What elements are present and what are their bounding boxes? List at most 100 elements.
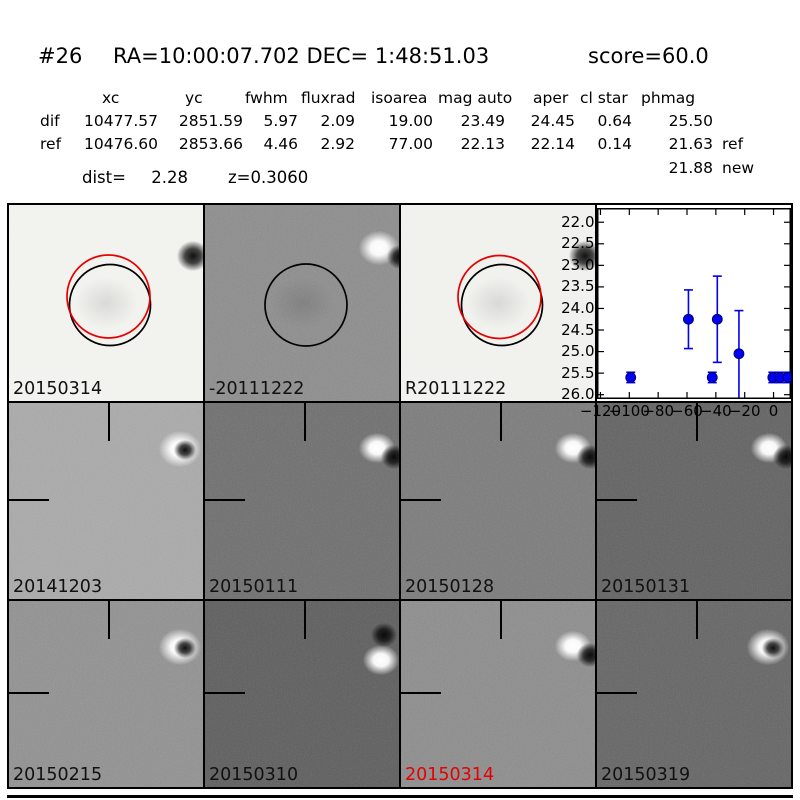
dist-value: 2.28 bbox=[151, 168, 188, 187]
data-point bbox=[782, 372, 791, 383]
ref-xc: 10476.60 bbox=[84, 135, 158, 153]
artifact-blob-dark-icon bbox=[577, 643, 595, 667]
marker-tick-vertical bbox=[107, 403, 110, 441]
dif-fluxrad: 2.09 bbox=[320, 112, 355, 130]
artifact-blob-dark-icon bbox=[569, 241, 595, 271]
aperture-circle-red bbox=[66, 254, 151, 339]
grid-bottom-border bbox=[7, 795, 793, 798]
ref-yc: 2853.66 bbox=[178, 135, 243, 153]
marker-tick-vertical bbox=[695, 403, 698, 441]
cutout-panel-ref-neg[interactable]: -20111222 bbox=[205, 205, 399, 401]
data-point bbox=[733, 348, 745, 360]
marker-tick-horizontal bbox=[597, 499, 637, 502]
score-value: score=60.0 bbox=[588, 44, 709, 68]
aperture-circles bbox=[66, 254, 152, 347]
ref-fluxrad: 2.92 bbox=[320, 135, 355, 153]
dif-magauto: 23.49 bbox=[460, 112, 505, 130]
dif-isoarea: 19.00 bbox=[388, 112, 433, 130]
noise-texture bbox=[401, 205, 595, 401]
cutout-date-label: 20150319 bbox=[601, 764, 691, 785]
coordinates: RA=10:00:07.702 DEC= 1:48:51.03 bbox=[113, 44, 490, 68]
col-header-yc: yc bbox=[185, 89, 203, 107]
ref-aper: 22.14 bbox=[530, 135, 575, 153]
candidate-id: #26 bbox=[38, 44, 83, 68]
cutout-grid: 20150314 -20111222 R20111222 20141203 bbox=[7, 203, 793, 789]
artifact-blob-dark-icon bbox=[371, 623, 397, 647]
cutout-panel-epoch[interactable]: 20150310 bbox=[205, 601, 399, 787]
marker-tick-vertical bbox=[695, 601, 698, 639]
artifact-blob-dark-icon bbox=[773, 445, 791, 469]
row-label-ref: ref bbox=[40, 135, 62, 153]
cutout-panel-new[interactable]: 20150314 bbox=[9, 205, 203, 401]
marker-tick-horizontal bbox=[205, 692, 245, 695]
dif-phmag: 25.50 bbox=[668, 112, 713, 130]
ref-clstar: 0.14 bbox=[597, 135, 632, 153]
col-header-xc: xc bbox=[102, 89, 120, 107]
artifact-blob-dark-icon bbox=[387, 245, 399, 269]
cutout-panel-epoch[interactable]: 20150128 bbox=[401, 403, 595, 599]
noise-texture bbox=[9, 205, 203, 401]
artifact-blob-dark-icon bbox=[577, 445, 595, 469]
cutout-date-label: 20150131 bbox=[601, 576, 691, 597]
cutout-date-label: R20111222 bbox=[405, 378, 507, 399]
lightcurve-canvas bbox=[597, 208, 791, 399]
marker-tick-horizontal bbox=[9, 692, 49, 695]
cutout-panel-ref[interactable]: R20111222 bbox=[401, 205, 595, 401]
lightcurve-plot bbox=[597, 205, 791, 401]
cutout-date-label: 20150111 bbox=[209, 576, 299, 597]
faint-source bbox=[270, 277, 334, 329]
data-point bbox=[683, 313, 694, 325]
col-header-isoarea: isoarea bbox=[371, 89, 428, 107]
cutout-date-label: 20150314 bbox=[13, 378, 103, 399]
col-header-phmag: phmag bbox=[641, 89, 696, 107]
new-phmag: 21.88 bbox=[668, 159, 713, 177]
aperture-circle-black bbox=[264, 263, 348, 347]
cutout-date-label: 20141203 bbox=[13, 576, 103, 597]
dif-aper: 24.45 bbox=[530, 112, 575, 130]
marker-tick-vertical bbox=[499, 601, 502, 639]
faint-source bbox=[74, 277, 138, 329]
cutout-panel-epoch[interactable]: 20150319 bbox=[597, 601, 791, 787]
artifact-blob-dark-icon bbox=[174, 638, 196, 658]
cutout-panel-epoch[interactable]: 20141203 bbox=[9, 403, 203, 599]
col-header-fluxrad: fluxrad bbox=[301, 89, 356, 107]
cutout-date-label: 20150310 bbox=[209, 764, 299, 785]
marker-tick-horizontal bbox=[401, 692, 441, 695]
marker-tick-horizontal bbox=[9, 499, 49, 502]
dif-fwhm: 5.97 bbox=[263, 112, 298, 130]
ref-fwhm: 4.46 bbox=[263, 135, 298, 153]
cutout-date-label: 20150128 bbox=[405, 576, 495, 597]
marker-tick-vertical bbox=[107, 601, 110, 639]
aperture-circle-black bbox=[68, 263, 152, 347]
dif-xc: 10477.57 bbox=[84, 112, 158, 130]
ref-magauto: 22.13 bbox=[460, 135, 505, 153]
artifact-blob-dark-icon bbox=[174, 440, 196, 460]
col-header-aper: aper bbox=[533, 89, 569, 107]
marker-tick-vertical bbox=[303, 601, 306, 639]
marker-tick-horizontal bbox=[205, 499, 245, 502]
dif-yc: 2851.59 bbox=[178, 112, 243, 130]
data-point bbox=[706, 372, 718, 383]
row-label-dif: dif bbox=[40, 112, 60, 130]
artifact-blob-dark-icon bbox=[177, 241, 203, 271]
cutout-panel-epoch[interactable]: 20150131 bbox=[597, 403, 791, 599]
new-phmag-suffix: new bbox=[722, 159, 755, 177]
aperture-circles bbox=[457, 254, 544, 347]
ref-isoarea: 77.00 bbox=[388, 135, 433, 153]
marker-tick-horizontal bbox=[401, 499, 441, 502]
aperture-circle-red bbox=[457, 254, 542, 340]
marker-tick-vertical bbox=[499, 403, 502, 441]
cutout-date-label-highlighted: 20150314 bbox=[405, 764, 495, 785]
cutout-panel-epoch[interactable]: 20150111 bbox=[205, 403, 399, 599]
redshift-value: z=0.3060 bbox=[228, 168, 309, 187]
artifact-blob-dark-icon bbox=[381, 445, 399, 469]
marker-tick-horizontal bbox=[597, 692, 637, 695]
aperture-circle-black bbox=[460, 263, 544, 347]
plot-frame bbox=[597, 208, 791, 399]
cutout-panel-epoch-current[interactable]: 20150314 bbox=[401, 601, 595, 787]
cutout-panel-epoch[interactable]: 20150215 bbox=[9, 601, 203, 787]
aperture-circles bbox=[264, 263, 348, 347]
data-point bbox=[625, 372, 637, 383]
cutout-date-label: 20150215 bbox=[13, 764, 103, 785]
faint-source bbox=[466, 277, 530, 329]
